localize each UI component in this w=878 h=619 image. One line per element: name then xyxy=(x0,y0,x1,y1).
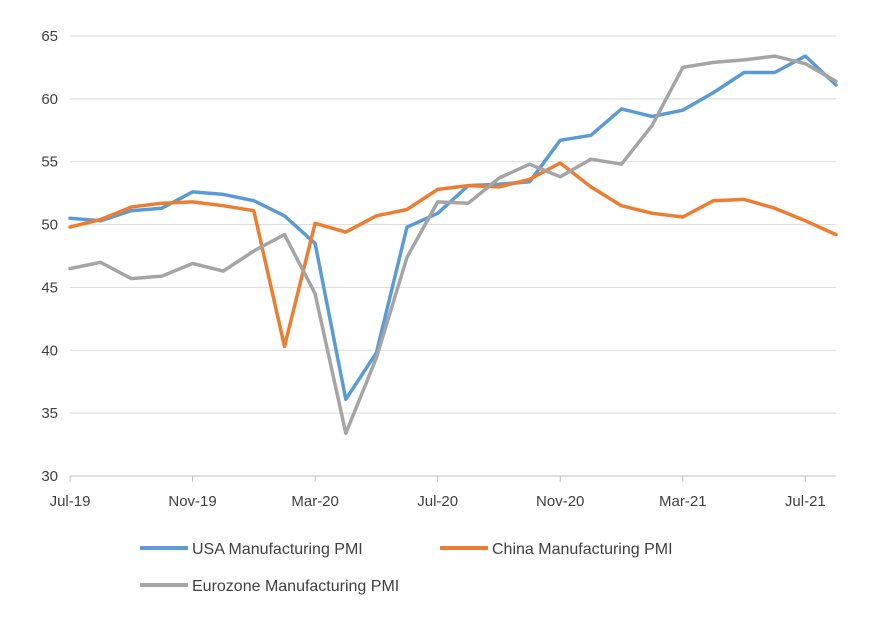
x-tick-label: Jul-19 xyxy=(50,493,91,510)
series-line-usa-manufacturing-pmi xyxy=(68,54,838,402)
y-tick-label: 55 xyxy=(41,154,58,171)
legend: USA Manufacturing PMI China Manufacturing… xyxy=(140,541,673,595)
x-tick-label: Mar-21 xyxy=(659,493,707,510)
y-tick-label: 65 xyxy=(41,28,58,45)
y-tick-label: 60 xyxy=(41,91,58,108)
legend-label: China Manufacturing PMI xyxy=(492,541,673,558)
x-tick-label: Jul-21 xyxy=(785,493,826,510)
x-tick-label: Nov-19 xyxy=(168,493,216,510)
legend-entry: China Manufacturing PMI xyxy=(440,541,673,558)
x-tick-label: Jul-20 xyxy=(417,493,458,510)
axes: 30 35 40 45 50 55 60 65 Jul-19 Nov-19 Mar-20 Jul-20… xyxy=(41,28,836,510)
legend-label: Eurozone Manufacturing PMI xyxy=(192,578,399,595)
y-tick-label: 35 xyxy=(41,405,58,422)
y-tick-label: 45 xyxy=(41,279,58,296)
gridlines xyxy=(70,35,836,414)
legend-entry: USA Manufacturing PMI xyxy=(140,541,363,558)
y-tick-label: 30 xyxy=(41,468,58,485)
series-line-eurozone-manufacturing-pmi xyxy=(68,54,838,436)
series-lines xyxy=(68,54,838,436)
x-tick-label: Nov-20 xyxy=(536,493,584,510)
series-line-china-manufacturing-pmi xyxy=(68,161,838,349)
y-tick-label: 40 xyxy=(41,342,58,359)
y-tick-label: 50 xyxy=(41,217,58,234)
legend-entry: Eurozone Manufacturing PMI xyxy=(140,578,399,595)
x-tick-label: Mar-20 xyxy=(291,493,339,510)
legend-label: USA Manufacturing PMI xyxy=(192,541,363,558)
